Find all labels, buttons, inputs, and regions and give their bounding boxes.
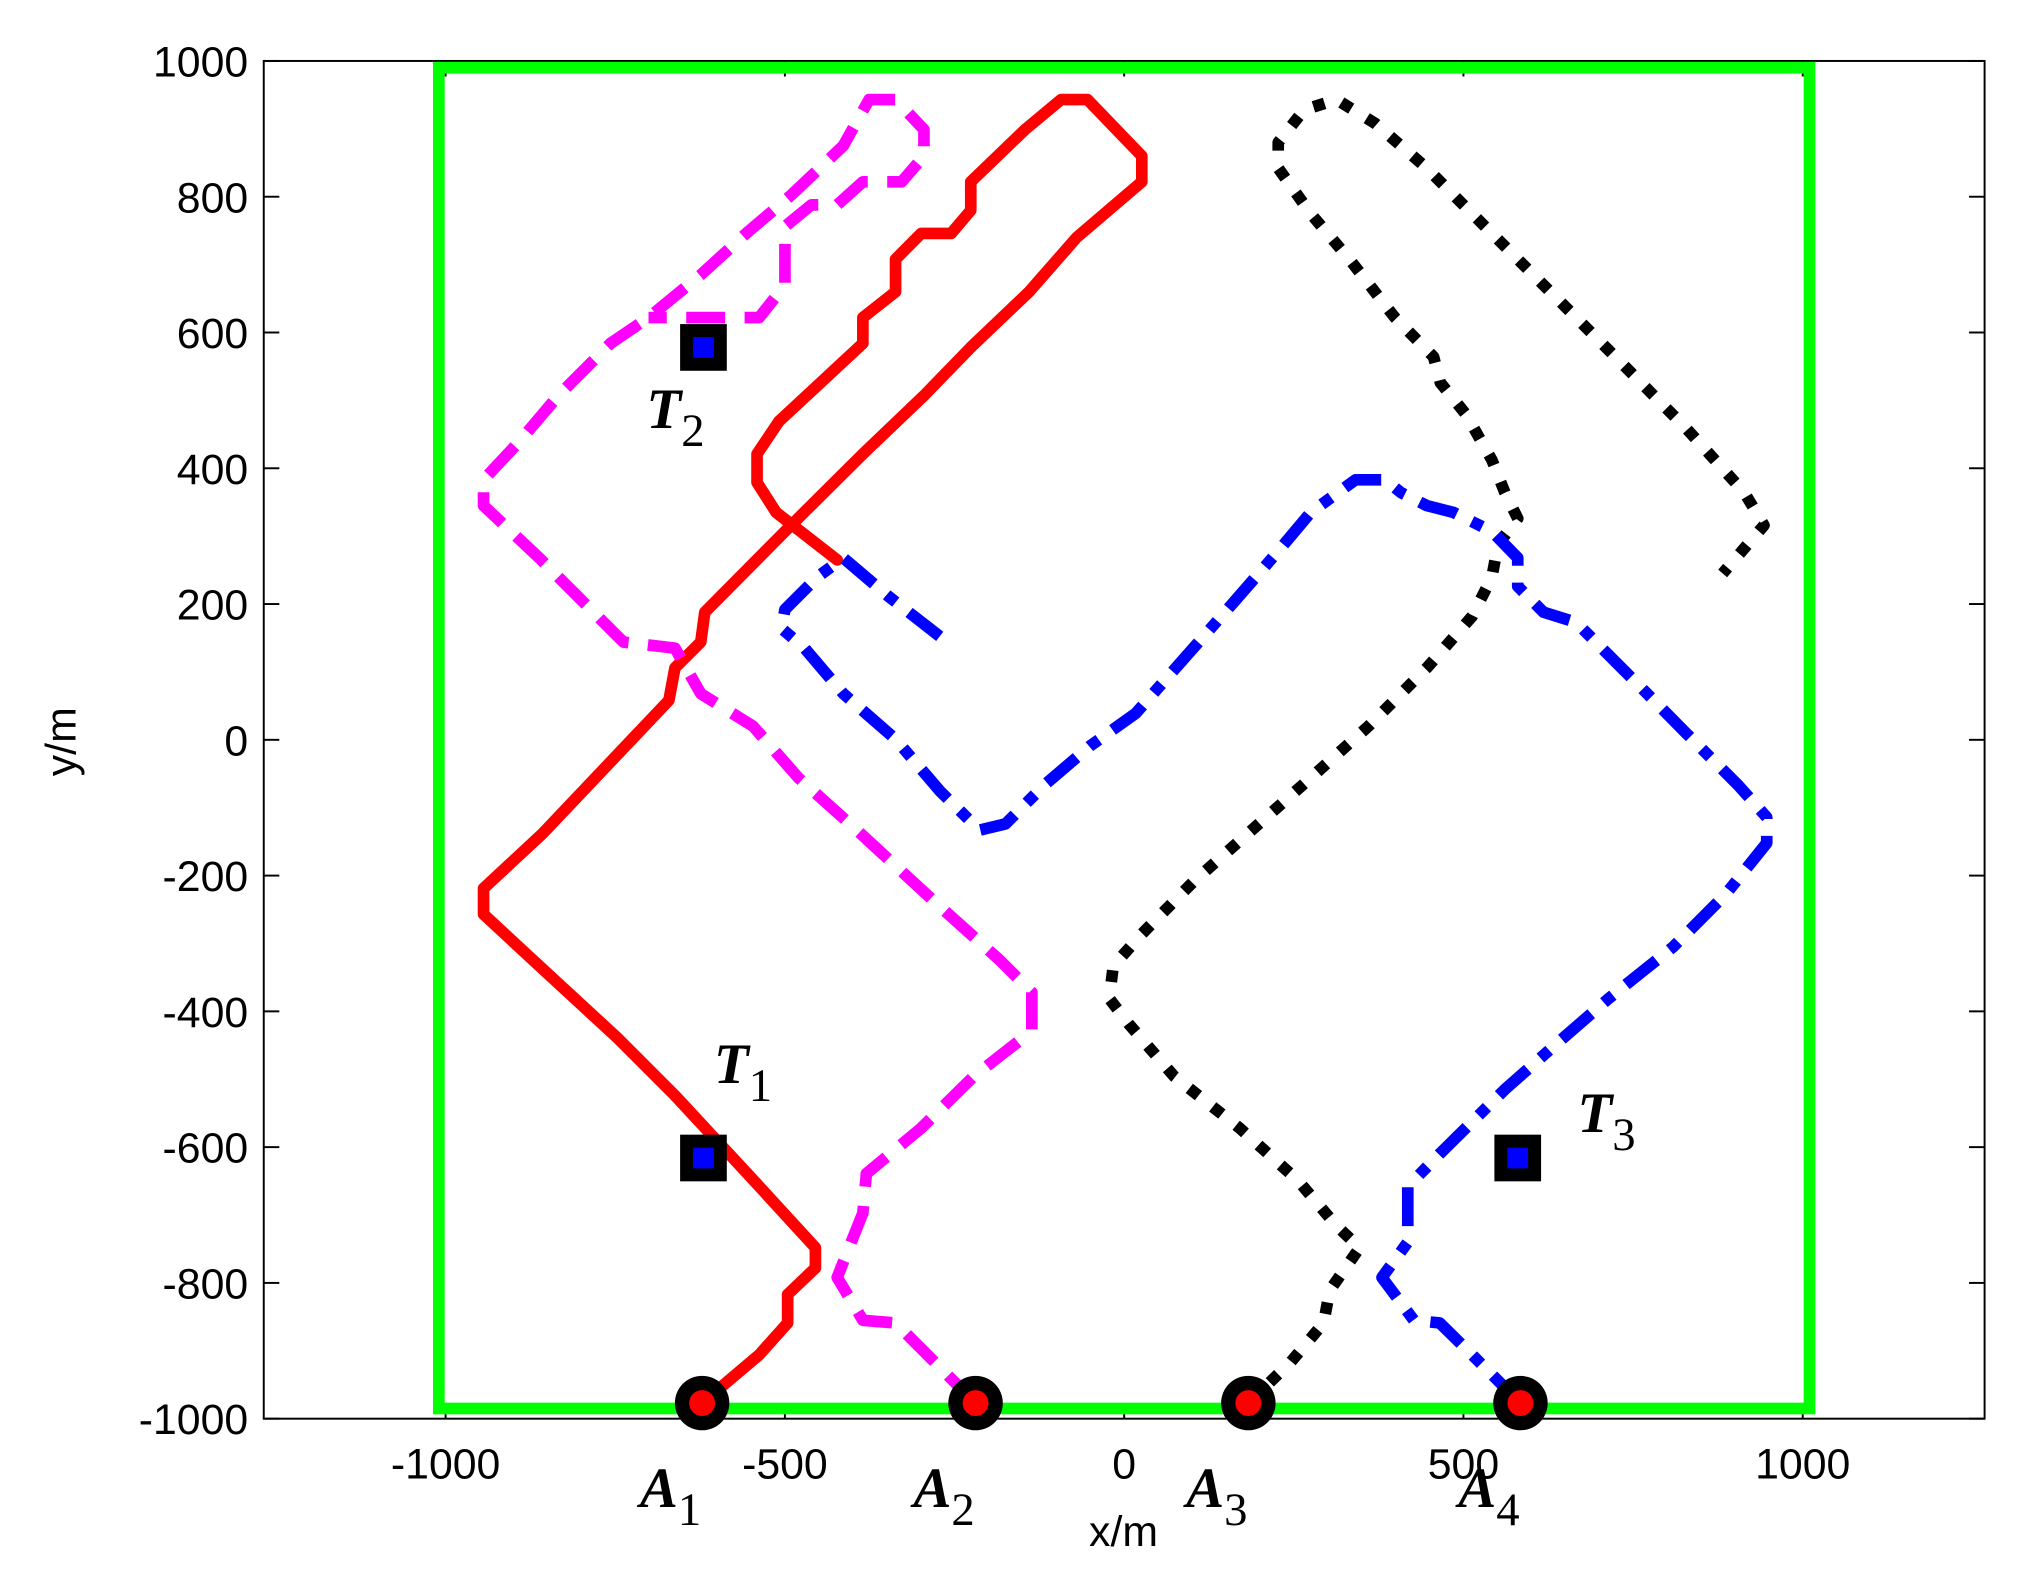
agent-marker-core [689, 1390, 716, 1417]
agent-index: 2 [951, 1484, 974, 1536]
y-tick-label: 600 [177, 310, 248, 358]
target-index: 3 [1612, 1109, 1635, 1161]
agent-index: 4 [1496, 1484, 1519, 1536]
trajectory [477, 93, 1148, 1409]
target-letter: T [1577, 1082, 1614, 1145]
y-tick-label: 400 [177, 446, 248, 494]
y-tick-label: 200 [177, 582, 248, 630]
x-tick-label: 500 [1428, 1440, 1499, 1488]
agent-letter: A [1455, 1457, 1496, 1520]
agent-marker-core [962, 1390, 989, 1417]
target-marker-core [693, 1147, 714, 1169]
agent-label: A2 [910, 1457, 974, 1536]
target-index: 2 [681, 405, 704, 457]
y-tick-label: 800 [177, 174, 248, 222]
agent-marker-core [1507, 1390, 1534, 1417]
target-label: T1 [714, 1033, 772, 1112]
target-letter: T [714, 1033, 751, 1096]
agent-index: 1 [678, 1484, 701, 1536]
y-tick-label: 0 [224, 717, 248, 765]
target-marker-core [693, 337, 714, 358]
y-axis-label: y/m [38, 707, 86, 776]
target-marker-core [1507, 1147, 1529, 1169]
y-tick-label: -800 [163, 1260, 249, 1308]
agent-label: A4 [1455, 1457, 1519, 1536]
x-tick-label: -500 [742, 1440, 828, 1488]
agent-marker-core [1235, 1390, 1262, 1417]
target-letter: T [646, 378, 683, 441]
agent-letter: A [1183, 1457, 1224, 1520]
target-label: T2 [646, 378, 704, 457]
target-label: T3 [1577, 1082, 1635, 1161]
trajectory [1103, 93, 1770, 1408]
x-tick-label: -1000 [391, 1440, 500, 1488]
y-tick-label: 1000 [153, 39, 248, 87]
trajectory [775, 473, 1773, 1408]
y-tick-label: -1000 [139, 1396, 248, 1444]
agent-letter: A [910, 1457, 951, 1520]
agent-index: 3 [1224, 1484, 1247, 1536]
trajectory [477, 93, 1038, 1408]
boundary [432, 61, 1816, 1415]
y-tick-label: -200 [163, 853, 249, 901]
y-tick-label: -400 [163, 989, 249, 1037]
agent-label: A1 [637, 1457, 701, 1536]
y-tick-label: -600 [163, 1125, 249, 1173]
agent-letter: A [637, 1457, 678, 1520]
target-index: 1 [749, 1060, 772, 1112]
agent-label: A3 [1183, 1457, 1247, 1536]
x-tick-label: 0 [1112, 1440, 1136, 1488]
x-axis-label: x/m [1089, 1508, 1158, 1556]
x-tick-label: 1000 [1755, 1440, 1850, 1488]
